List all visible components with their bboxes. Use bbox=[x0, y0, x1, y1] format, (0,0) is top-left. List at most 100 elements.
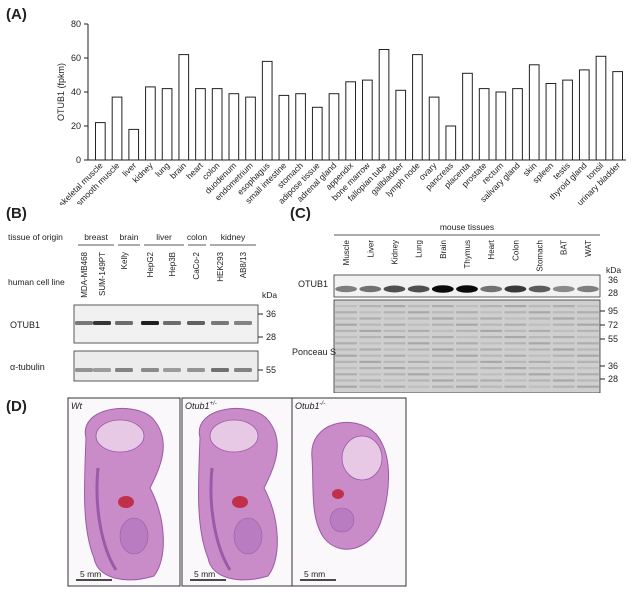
liver-region bbox=[329, 507, 355, 533]
c-otub1-band bbox=[359, 285, 382, 293]
panel-d-content: Wt 5 mm Otub1+/- 5 mm Otub1-/- 5 mm bbox=[67, 397, 407, 587]
liver-region bbox=[119, 517, 149, 555]
bar bbox=[528, 64, 540, 161]
ponceau-band bbox=[456, 305, 478, 308]
ponceau-band bbox=[383, 385, 406, 388]
ponceau-band bbox=[504, 329, 527, 332]
tubulin-band bbox=[187, 368, 205, 372]
bar bbox=[245, 96, 256, 161]
bar bbox=[311, 106, 323, 161]
ponceau-band bbox=[407, 317, 430, 320]
ponceau-band bbox=[577, 385, 599, 388]
ponceau-band bbox=[552, 311, 575, 314]
ponceau-band bbox=[383, 342, 406, 345]
ponceau-band bbox=[335, 348, 357, 351]
cell-line-name: HepG2 bbox=[146, 251, 155, 277]
bar bbox=[395, 89, 407, 161]
c-otub1-band bbox=[528, 285, 551, 293]
ponceau-band bbox=[335, 336, 357, 339]
ponceau-band bbox=[383, 373, 406, 376]
ponceau-band bbox=[456, 329, 478, 332]
tubulin-band bbox=[163, 368, 181, 372]
ponceau-band bbox=[528, 373, 551, 376]
spinal-region bbox=[95, 467, 118, 571]
ponceau-band bbox=[552, 379, 575, 382]
tissue-group-label: brain bbox=[120, 232, 139, 242]
heart-region bbox=[332, 489, 344, 499]
otub1-band bbox=[75, 321, 93, 325]
ponceau-band bbox=[456, 373, 478, 376]
cell-line-name: Kelly bbox=[120, 252, 129, 269]
ponceau-band bbox=[431, 317, 454, 320]
ponceau-band bbox=[359, 329, 382, 332]
c-otub1-band bbox=[504, 285, 527, 293]
ponceau-band bbox=[528, 323, 551, 326]
bar bbox=[445, 125, 457, 161]
ponceau-band bbox=[504, 373, 527, 376]
tubulin-band bbox=[115, 368, 133, 372]
c-otub1-band bbox=[456, 285, 478, 293]
scale-bar-label: 5 mm bbox=[80, 569, 101, 579]
tissue-name: Colon bbox=[511, 240, 520, 261]
genotype-superscript: -/- bbox=[320, 401, 326, 407]
ponceau-band bbox=[359, 379, 382, 382]
ponceau-band bbox=[335, 379, 357, 382]
panel-d-label: (D) bbox=[6, 398, 27, 415]
ponceau-band bbox=[552, 342, 575, 345]
bar bbox=[195, 88, 206, 161]
ponceau-band bbox=[383, 305, 406, 308]
ponceau-band bbox=[383, 348, 406, 351]
ponceau-band bbox=[552, 348, 575, 351]
ponceau-band bbox=[359, 348, 382, 351]
ponceau-band bbox=[431, 367, 454, 370]
bar bbox=[478, 88, 490, 161]
brain-region bbox=[95, 419, 145, 453]
ponceau-band bbox=[383, 354, 406, 357]
ponceau-band bbox=[528, 379, 551, 382]
ponceau-band bbox=[407, 336, 430, 339]
ponceau-band bbox=[528, 385, 551, 388]
bar bbox=[111, 96, 123, 161]
bar bbox=[562, 79, 573, 161]
tissue-group-label: colon bbox=[187, 232, 208, 242]
y-tick-label: 0 bbox=[76, 155, 81, 165]
c-marker-label: 95 bbox=[608, 306, 618, 316]
ponceau-band bbox=[504, 348, 527, 351]
ponceau-band bbox=[456, 317, 478, 320]
tubulin-band bbox=[211, 368, 229, 372]
otub1-band bbox=[211, 321, 229, 325]
c-marker-label: 36 bbox=[608, 275, 618, 285]
c-marker-label: 72 bbox=[608, 320, 618, 330]
ponceau-band bbox=[383, 329, 406, 332]
y-tick-label: 60 bbox=[71, 53, 81, 63]
bar bbox=[595, 55, 607, 161]
c-otub1-band bbox=[335, 285, 357, 293]
ponceau-band bbox=[359, 305, 382, 308]
tissue-group-label: breast bbox=[84, 232, 108, 242]
tubulin-blot-frame bbox=[73, 350, 259, 382]
bar bbox=[261, 60, 273, 161]
heart-region bbox=[232, 496, 248, 508]
heart-region bbox=[118, 496, 134, 508]
liver-region bbox=[233, 517, 263, 555]
cell-line-name: MDA-MB468 bbox=[80, 251, 89, 297]
ponceau-band bbox=[480, 329, 503, 332]
ponceau-band bbox=[577, 373, 599, 376]
bar bbox=[228, 93, 240, 161]
ponceau-band bbox=[335, 323, 357, 326]
ponceau-band bbox=[552, 323, 575, 326]
ponceau-band bbox=[504, 385, 527, 388]
ponceau-band bbox=[407, 385, 430, 388]
ponceau-band bbox=[383, 323, 406, 326]
bar bbox=[145, 86, 156, 161]
ponceau-band bbox=[407, 348, 430, 351]
ponceau-band bbox=[335, 305, 357, 308]
ponceau-band bbox=[480, 348, 503, 351]
y-axis-label: OTUB1 (fpkm) bbox=[56, 63, 66, 121]
cell-line-name: HEK293 bbox=[216, 251, 225, 281]
ponceau-band bbox=[335, 360, 357, 363]
ponceau-band bbox=[335, 354, 357, 357]
ponceau-band bbox=[407, 379, 430, 382]
ponceau-band bbox=[480, 379, 503, 382]
